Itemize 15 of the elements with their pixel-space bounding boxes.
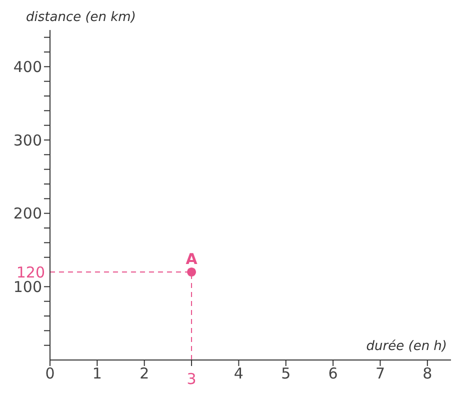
x-tick-label: 7 <box>375 364 386 383</box>
x-axis-title: durée (en h) <box>366 339 447 354</box>
y-tick-label: 300 <box>13 131 42 150</box>
x-tick-label: 2 <box>140 364 150 383</box>
ref-line-label: 3 <box>186 370 196 388</box>
x-tick-label: 1 <box>92 364 102 383</box>
y-tick-label: 200 <box>13 204 42 223</box>
y-axis-title: distance (en km) <box>26 10 136 26</box>
annotation: A <box>186 250 198 268</box>
x-tick-label: 8 <box>422 364 432 383</box>
x-tick-label: 4 <box>234 364 244 383</box>
x-tick-label: 0 <box>45 364 55 383</box>
x-tick-label: 6 <box>328 364 338 383</box>
x-tick-label: 5 <box>281 364 291 383</box>
y-tick-label: 400 <box>13 58 42 76</box>
